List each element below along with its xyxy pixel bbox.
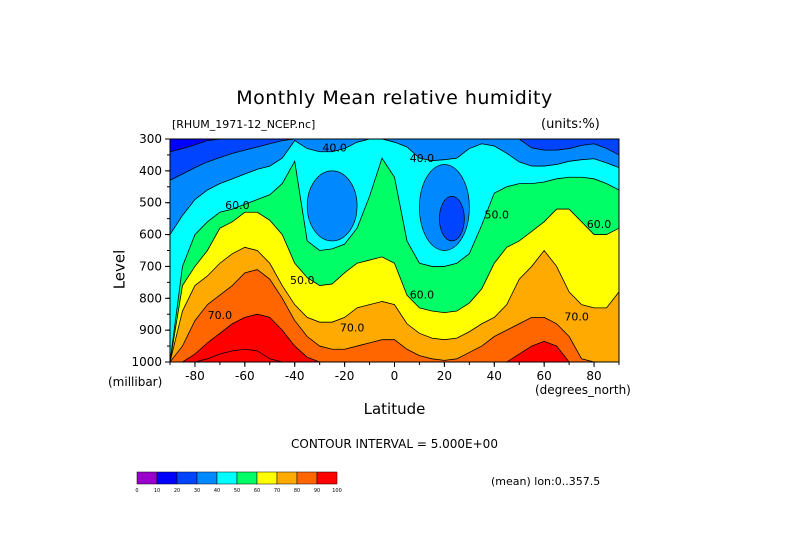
x-tick-label: 20: [437, 369, 452, 383]
colorbar-swatch: [216, 471, 238, 485]
contour-label: 60.0: [225, 199, 250, 212]
x-tick-label: -20: [335, 369, 355, 383]
contour-label: 60.0: [587, 218, 612, 231]
colorbar-label: 10: [154, 488, 160, 494]
chart-title: Monthly Mean relative humidity: [236, 87, 553, 109]
colorbar-swatch: [156, 471, 178, 485]
x-tick-label: 80: [586, 369, 601, 383]
x-axis-label: Latitude: [363, 400, 426, 418]
x-tick-label: 60: [537, 369, 552, 383]
x-tick-label: 0: [391, 369, 399, 383]
colorbar-swatch: [276, 471, 298, 485]
y-tick-label: 700: [139, 259, 162, 273]
x-tick-label: -60: [235, 369, 255, 383]
colorbar-label: 60: [254, 488, 260, 494]
contour-line-iso_50: [169, 157, 620, 363]
x-axis-unit: (degrees_north): [535, 383, 631, 397]
contour-labels: 40.0 40.0 60.0 50.0 60.0 50.0 60.0 70.0 70.0 70.0: [208, 142, 612, 335]
x-tick-label: 40: [487, 369, 502, 383]
band-iso_100: [170, 349, 619, 362]
contour-line-iso_60: [169, 208, 620, 363]
contour-line-iso_70: [169, 246, 620, 363]
contour-line-iso_80: [169, 269, 619, 363]
y-tick-label: 1000: [131, 355, 162, 369]
colorbar-swatch: [236, 471, 258, 485]
colorbar-label: 100: [332, 488, 342, 494]
minimum-0: [306, 170, 358, 242]
mean-footer: (mean) lon:0..357.5: [491, 475, 601, 488]
contour-line-iso_40: [169, 138, 620, 235]
y-axis-unit: (millibar): [108, 375, 163, 389]
y-tick-label: 400: [139, 164, 162, 178]
x-tick-label: -40: [285, 369, 305, 383]
colorbar-label: 0: [135, 488, 138, 494]
x-tick-label: -80: [185, 369, 205, 383]
colorbar-swatch: [296, 471, 318, 485]
contour-label: 50.0: [290, 274, 315, 287]
colorbar-label: 80: [294, 488, 300, 494]
contour-label: 70.0: [208, 309, 233, 322]
y-tick-label: 600: [139, 228, 162, 242]
contour-label: 70.0: [564, 311, 589, 324]
contour-interval-text: CONTOUR INTERVAL = 5.000E+00: [291, 437, 498, 451]
colorbar-swatch: [256, 471, 278, 485]
y-tick-label: 900: [139, 323, 162, 337]
colorbar-swatch: [136, 471, 158, 485]
colorbar-label: 50: [234, 488, 240, 494]
colorbar-label: 20: [174, 488, 180, 494]
axes: -80 -60 -40 -20 0 20 40 60 80 300 400 500 600 700 800 9…: [131, 132, 620, 383]
colorbar-swatch: [196, 471, 218, 485]
band-iso_90: [170, 314, 619, 362]
contour-label: 40.0: [322, 142, 347, 155]
colorbar-swatch: [316, 471, 338, 485]
colorbar-label: 90: [314, 488, 320, 494]
colorbar-label: 70: [274, 488, 280, 494]
contour-label: 60.0: [410, 288, 435, 301]
y-tick-label: 800: [139, 291, 162, 305]
contour-label: 70.0: [340, 322, 365, 335]
colorbar-label: 40: [214, 488, 220, 494]
units-label: (units:%): [541, 117, 600, 132]
colorbar-swatch: [176, 471, 198, 485]
y-tick-label: 300: [139, 132, 162, 146]
minimum-2: [439, 195, 465, 242]
contour-fills: [170, 139, 619, 362]
contour-label: 50.0: [485, 209, 510, 222]
y-tick-label: 500: [139, 196, 162, 210]
colorbar-label: 30: [194, 488, 200, 494]
file-label: [RHUM_1971-12_NCEP.nc]: [172, 118, 316, 131]
contour-label: 40.0: [410, 152, 435, 165]
colorbar: 0 10 20 30 40 50 60 70 80 90 100: [135, 471, 342, 494]
